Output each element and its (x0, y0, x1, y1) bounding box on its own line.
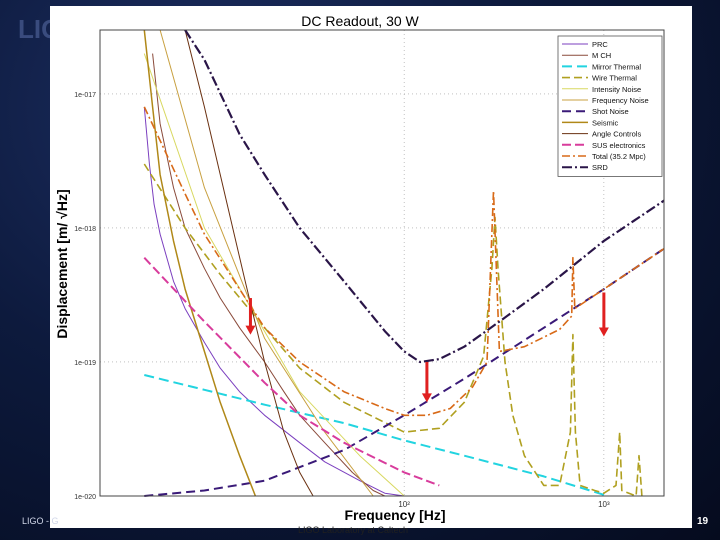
series-line-4 (143, 53, 405, 497)
plot-frame (99, 29, 665, 497)
series-line-5 (159, 29, 374, 497)
series-line-10 (143, 106, 665, 417)
series-line-2 (144, 374, 605, 496)
legend-item: M CH (562, 51, 611, 60)
y-tick-label-1: 1e-018 (74, 226, 96, 233)
legend-item: PRC (562, 40, 608, 49)
series-line-1 (152, 53, 386, 497)
legend-label-8: Angle Controls (592, 130, 641, 139)
y-axis-label: Displacement [m/ √Hz] (54, 189, 70, 338)
legend-label-9: SUS electronics (592, 141, 646, 150)
legend-label-10: Total (35.2 Mpc) (592, 152, 646, 161)
series-line-3 (143, 163, 643, 497)
arrow-0 (245, 298, 256, 335)
chart-slide: DC Readout, 30 W 10² 10³ 1e-017 1e-018 1e-01… (50, 6, 692, 528)
legend-label-5: Frequency Noise (592, 96, 649, 105)
arrow-2 (598, 292, 609, 337)
y-tick-label-3: 1e-020 (74, 494, 96, 501)
annotation-arrows (245, 292, 609, 403)
x-tick-label-1: 10³ (598, 500, 610, 509)
legend-label-0: PRC (592, 40, 608, 49)
noise-budget-chart: DC Readout, 30 W 10² 10³ 1e-017 1e-018 1e-01… (54, 13, 665, 523)
footer-center-text: LIGO Laboratory at Caltech (298, 525, 409, 535)
chart-title: DC Readout, 30 W (301, 13, 419, 29)
series-line-7 (143, 29, 257, 497)
page-number: 19 (697, 516, 709, 527)
y-tick-label-0: 1e-017 (74, 92, 96, 99)
legend-item: Frequency Noise (562, 96, 649, 105)
series-line-9 (143, 257, 440, 487)
legend: PRC M CH Mirror Thermal Wire Thermal Intensi… (557, 35, 663, 177)
legend-item: SUS electronics (562, 141, 646, 150)
y-tick-label-2: 1e-019 (74, 360, 96, 367)
x-tick-label-0: 10² (398, 500, 410, 509)
legend-item: Mirror Thermal (562, 62, 641, 71)
series-line-11 (184, 29, 665, 364)
series-lines (143, 29, 665, 497)
legend-item: Total (35.2 Mpc) (562, 152, 646, 161)
legend-item: Seismic (562, 118, 619, 127)
legend-box (557, 35, 663, 177)
legend-label-2: Mirror Thermal (592, 62, 641, 71)
legend-label-6: Shot Noise (592, 107, 629, 116)
x-axis-label: Frequency [Hz] (344, 507, 445, 523)
legend-label-4: Intensity Noise (592, 85, 641, 94)
series-line-8 (184, 29, 314, 497)
legend-item: Intensity Noise (562, 85, 641, 94)
legend-label-1: M CH (592, 51, 611, 60)
arrow-1 (421, 361, 432, 403)
tick-labels: 10² 10³ 1e-017 1e-018 1e-019 1e-020 (74, 92, 610, 509)
legend-label-3: Wire Thermal (592, 74, 637, 83)
series-line-0 (143, 106, 405, 497)
footer-left-text: LIGO - G (22, 516, 59, 526)
legend-item: Shot Noise (562, 107, 629, 116)
legend-item: Angle Controls (562, 130, 641, 139)
legend-item: SRD (562, 163, 608, 172)
legend-label-7: Seismic (592, 118, 619, 127)
grid (100, 30, 664, 497)
legend-label-11: SRD (592, 163, 608, 172)
legend-item: Wire Thermal (562, 74, 637, 83)
